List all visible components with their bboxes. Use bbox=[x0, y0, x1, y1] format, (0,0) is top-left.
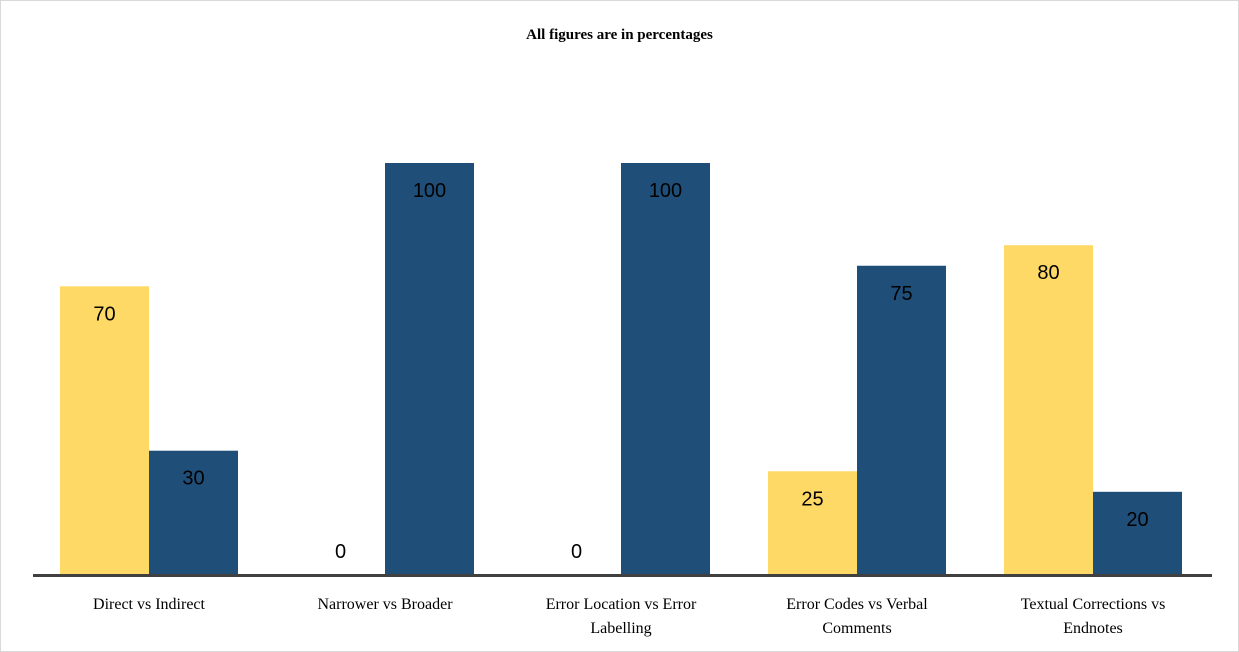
category-label: Narrower vs Broader bbox=[317, 596, 453, 613]
bar-second-cat-3 bbox=[621, 163, 710, 574]
bar-second-cat-5 bbox=[1093, 491, 1182, 574]
data-label: 0 bbox=[571, 541, 582, 563]
bar-second-cat-2 bbox=[385, 163, 474, 574]
data-label: 20 bbox=[1126, 509, 1148, 531]
data-label: 100 bbox=[649, 180, 682, 202]
category-label: Error Codes vs Verbal Comments bbox=[786, 596, 928, 637]
category-label: Error Location vs Error Labelling bbox=[546, 596, 697, 637]
data-label: 25 bbox=[801, 488, 823, 510]
chart-title: All figures are in percentages bbox=[526, 27, 713, 43]
data-label: 0 bbox=[335, 541, 346, 563]
bar-first-cat-4 bbox=[768, 471, 857, 574]
bar-second-cat-1 bbox=[149, 450, 238, 574]
data-label: 30 bbox=[182, 468, 204, 490]
data-label: 75 bbox=[890, 283, 912, 305]
data-label: 70 bbox=[93, 303, 115, 325]
category-label: Textual Corrections vs Endnotes bbox=[1021, 596, 1166, 637]
category-label: Direct vs Indirect bbox=[93, 596, 206, 613]
bar-second-cat-4 bbox=[857, 265, 946, 574]
bar-first-cat-1 bbox=[60, 286, 149, 574]
bar-first-cat-5 bbox=[1004, 245, 1093, 574]
data-label: 100 bbox=[413, 180, 446, 202]
data-label: 80 bbox=[1037, 262, 1059, 284]
